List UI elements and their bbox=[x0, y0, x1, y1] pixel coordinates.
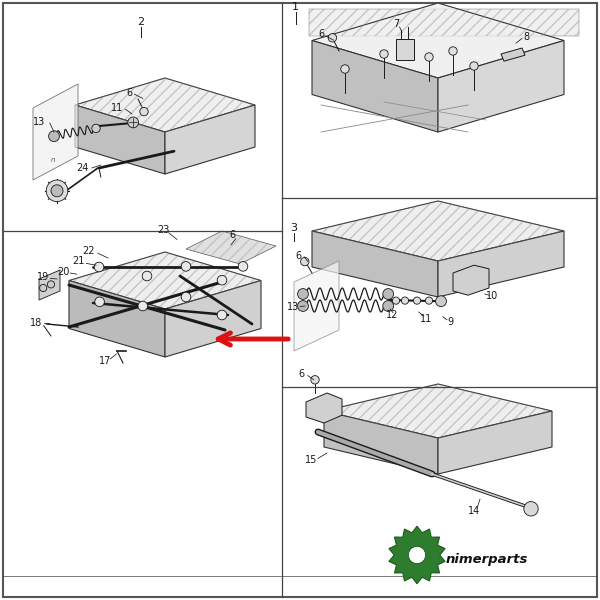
Circle shape bbox=[217, 275, 227, 285]
Polygon shape bbox=[294, 261, 339, 351]
Text: nimerparts: nimerparts bbox=[446, 553, 528, 566]
Polygon shape bbox=[324, 411, 438, 474]
Polygon shape bbox=[438, 411, 552, 474]
Circle shape bbox=[40, 284, 47, 292]
Text: 15: 15 bbox=[305, 455, 317, 464]
Bar bbox=[396, 39, 414, 60]
Circle shape bbox=[425, 297, 433, 304]
Circle shape bbox=[95, 297, 104, 307]
Text: 9: 9 bbox=[447, 317, 453, 327]
Polygon shape bbox=[33, 84, 78, 180]
Text: 19: 19 bbox=[37, 272, 49, 282]
Bar bbox=[309, 9, 579, 36]
Circle shape bbox=[301, 257, 309, 266]
Polygon shape bbox=[438, 40, 564, 132]
Circle shape bbox=[142, 271, 152, 281]
Polygon shape bbox=[312, 40, 438, 132]
Circle shape bbox=[383, 301, 394, 311]
Circle shape bbox=[401, 297, 409, 304]
Polygon shape bbox=[39, 270, 60, 300]
Text: n: n bbox=[50, 157, 55, 163]
Polygon shape bbox=[165, 280, 261, 357]
Text: 6: 6 bbox=[318, 29, 324, 38]
Polygon shape bbox=[312, 231, 438, 297]
Circle shape bbox=[47, 281, 55, 288]
Text: 17: 17 bbox=[99, 356, 111, 366]
Circle shape bbox=[524, 502, 538, 516]
Text: 6: 6 bbox=[230, 230, 236, 240]
Circle shape bbox=[341, 65, 349, 73]
Circle shape bbox=[449, 47, 457, 55]
Text: 20: 20 bbox=[57, 267, 69, 277]
Polygon shape bbox=[69, 252, 261, 309]
Circle shape bbox=[298, 289, 308, 299]
Circle shape bbox=[470, 62, 478, 70]
Polygon shape bbox=[165, 105, 255, 174]
Circle shape bbox=[425, 53, 433, 61]
Circle shape bbox=[181, 262, 191, 271]
Text: 14: 14 bbox=[468, 506, 480, 516]
Text: 3: 3 bbox=[290, 223, 298, 233]
Text: 6: 6 bbox=[299, 370, 305, 379]
Text: 1: 1 bbox=[292, 2, 299, 12]
Polygon shape bbox=[306, 393, 342, 423]
Polygon shape bbox=[186, 231, 276, 264]
Circle shape bbox=[140, 107, 148, 116]
Circle shape bbox=[238, 262, 248, 271]
Polygon shape bbox=[75, 105, 165, 174]
Text: 12: 12 bbox=[386, 310, 398, 320]
Text: 22: 22 bbox=[83, 246, 95, 256]
Circle shape bbox=[298, 301, 308, 311]
Bar bbox=[309, 9, 579, 36]
Circle shape bbox=[181, 292, 191, 302]
Text: 18: 18 bbox=[30, 318, 42, 328]
Polygon shape bbox=[312, 3, 564, 78]
Circle shape bbox=[413, 297, 421, 304]
Circle shape bbox=[311, 376, 319, 384]
Polygon shape bbox=[501, 48, 525, 61]
Text: 21: 21 bbox=[72, 256, 84, 266]
Text: 13: 13 bbox=[287, 302, 299, 312]
Polygon shape bbox=[438, 231, 564, 297]
Text: 11: 11 bbox=[111, 103, 123, 113]
Circle shape bbox=[328, 34, 337, 42]
Circle shape bbox=[436, 296, 446, 307]
Text: 7: 7 bbox=[393, 19, 399, 29]
Circle shape bbox=[46, 180, 68, 202]
Text: 10: 10 bbox=[486, 292, 498, 301]
Circle shape bbox=[128, 117, 139, 128]
Polygon shape bbox=[69, 280, 165, 357]
Polygon shape bbox=[389, 526, 445, 584]
Circle shape bbox=[138, 301, 148, 311]
Text: 24: 24 bbox=[77, 163, 89, 173]
Text: 6: 6 bbox=[296, 251, 302, 260]
Text: 23: 23 bbox=[157, 225, 169, 235]
Circle shape bbox=[92, 124, 100, 133]
Circle shape bbox=[380, 50, 388, 58]
Polygon shape bbox=[324, 384, 552, 438]
Polygon shape bbox=[453, 265, 489, 295]
Circle shape bbox=[217, 310, 227, 320]
Circle shape bbox=[392, 297, 400, 304]
Text: 8: 8 bbox=[524, 32, 530, 42]
Circle shape bbox=[51, 185, 63, 197]
Circle shape bbox=[94, 262, 104, 272]
Text: 6: 6 bbox=[126, 88, 132, 98]
Circle shape bbox=[49, 131, 59, 142]
Polygon shape bbox=[312, 201, 564, 261]
Circle shape bbox=[409, 547, 425, 563]
Circle shape bbox=[383, 289, 394, 299]
Text: 13: 13 bbox=[33, 117, 45, 127]
Text: 2: 2 bbox=[137, 17, 145, 27]
Text: 11: 11 bbox=[420, 314, 432, 324]
Polygon shape bbox=[75, 78, 255, 132]
